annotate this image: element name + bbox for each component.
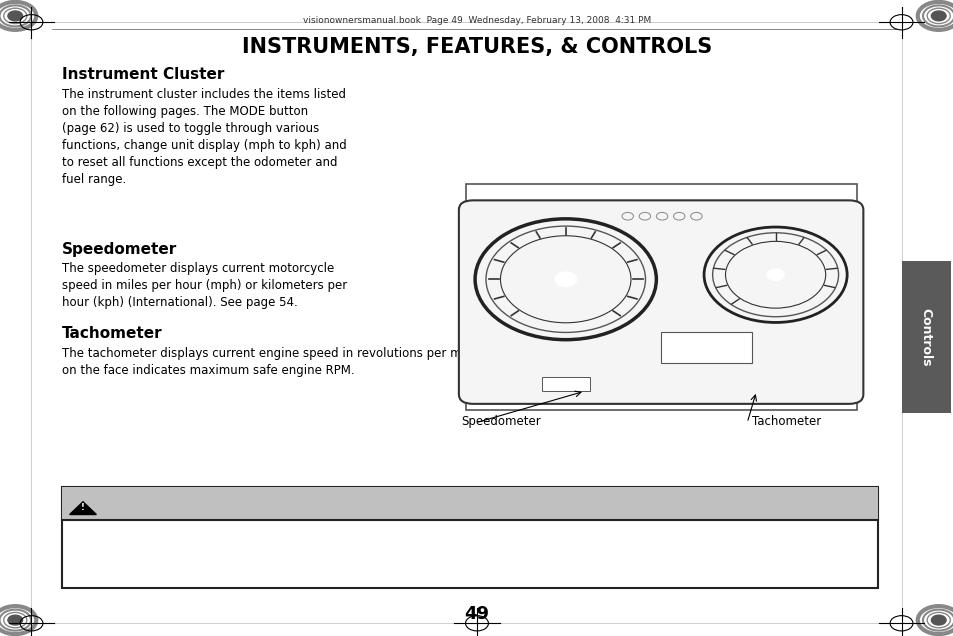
Text: Do not exceed red line. Excessive RPM could cause engine damage or failure that : Do not exceed red line. Excessive RPM co… [71,525,653,555]
Text: Controls: Controls [919,308,932,366]
Polygon shape [70,502,96,515]
Circle shape [930,615,945,625]
Bar [901,261,950,413]
FancyBboxPatch shape [458,200,862,404]
Text: visionownersmanual.book  Page 49  Wednesday, February 13, 2008  4:31 PM: visionownersmanual.book Page 49 Wednesda… [302,16,651,25]
Text: Speedometer: Speedometer [62,242,177,257]
Circle shape [8,11,23,21]
Circle shape [766,269,783,280]
Bar [62,487,877,588]
Circle shape [555,272,576,286]
Text: The instrument cluster includes the items listed
on the following pages. The MOD: The instrument cluster includes the item… [62,88,346,186]
Bar [465,184,856,410]
Circle shape [930,11,945,21]
Bar [62,487,877,520]
Text: The speedometer displays current motorcycle
speed in miles per hour (mph) or kil: The speedometer displays current motorcy… [62,262,347,309]
Circle shape [8,615,23,625]
Text: Tachometer: Tachometer [62,326,162,341]
Text: Tachometer: Tachometer [751,415,821,428]
Text: Instrument Cluster: Instrument Cluster [62,67,224,82]
Text: 49: 49 [464,605,489,623]
Text: WARNING: WARNING [98,492,166,504]
Text: Speedometer: Speedometer [460,415,540,428]
Bar [660,332,751,363]
Text: !: ! [81,503,85,512]
Text: INSTRUMENTS, FEATURES, & CONTROLS: INSTRUMENTS, FEATURES, & CONTROLS [242,37,711,57]
Bar [541,377,589,391]
Text: The tachometer displays current engine speed in revolutions per minute (RPM). A : The tachometer displays current engine s… [62,347,594,377]
